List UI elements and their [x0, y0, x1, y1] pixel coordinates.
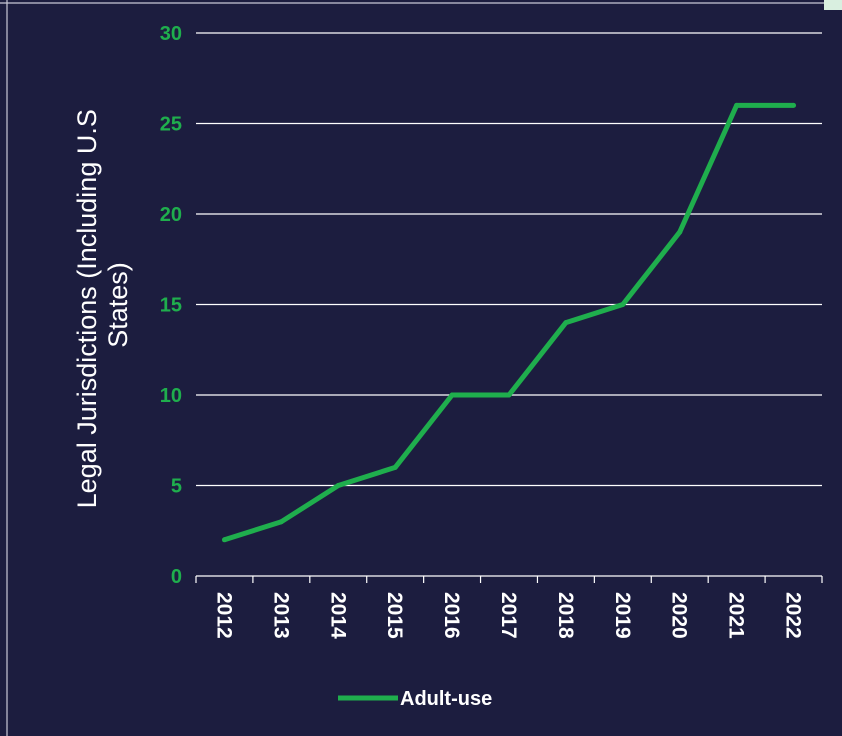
data-point-2015 — [392, 464, 398, 470]
y-tick-label-15: 15 — [160, 295, 182, 317]
x-tick-label-2014: 2014 — [326, 592, 349, 639]
data-points — [221, 102, 797, 543]
y-tick-label-25: 25 — [160, 114, 182, 136]
data-point-2017 — [506, 392, 512, 398]
data-point-2020 — [677, 229, 683, 235]
series-line-adult-use — [223, 102, 794, 543]
x-tick-label-2013: 2013 — [269, 592, 292, 639]
y-axis-title-line-2: States) — [103, 262, 133, 348]
y-tick-label-5: 5 — [171, 476, 182, 498]
x-tick-label-2017: 2017 — [497, 592, 520, 639]
x-axis — [195, 575, 823, 583]
data-point-2022 — [791, 102, 797, 108]
data-point-2016 — [449, 392, 455, 398]
x-tick-label-2021: 2021 — [725, 592, 748, 639]
y-axis-title-line-1: Legal Jurisdictions (Including U.S — [72, 109, 102, 508]
y-tick-label-30: 30 — [160, 23, 182, 45]
y-axis-title: Legal Jurisdictions (Including U.S State… — [72, 102, 133, 509]
x-tick-label-2020: 2020 — [668, 592, 691, 639]
y-axis-tick-labels: 0 5 10 15 20 25 30 — [160, 23, 182, 588]
y-tick-label-10: 10 — [160, 385, 182, 407]
x-tick-label-2016: 2016 — [440, 592, 463, 639]
x-tick-label-2019: 2019 — [611, 592, 634, 639]
corner-decoration — [824, 0, 842, 10]
x-tick-label-2018: 2018 — [554, 592, 577, 639]
series-lines — [223, 102, 794, 543]
data-point-2012 — [221, 537, 227, 543]
data-point-2021 — [734, 102, 740, 108]
gridlines — [196, 32, 822, 487]
legend: Adult-use — [338, 688, 492, 710]
data-point-2019 — [620, 302, 626, 307]
data-point-2013 — [278, 519, 284, 525]
data-point-2018 — [563, 320, 569, 326]
y-tick-label-20: 20 — [160, 204, 182, 226]
x-tick-label-2022: 2022 — [782, 592, 805, 639]
data-point-2014 — [335, 483, 341, 488]
legend-label-adult-use: Adult-use — [400, 688, 492, 710]
y-tick-label-0: 0 — [171, 566, 182, 588]
x-tick-label-2015: 2015 — [383, 592, 406, 639]
x-axis-tick-labels: 2012 2013 2014 2015 2016 2017 2018 2019 2020 2021… — [212, 592, 804, 639]
x-tick-label-2012: 2012 — [212, 592, 235, 639]
